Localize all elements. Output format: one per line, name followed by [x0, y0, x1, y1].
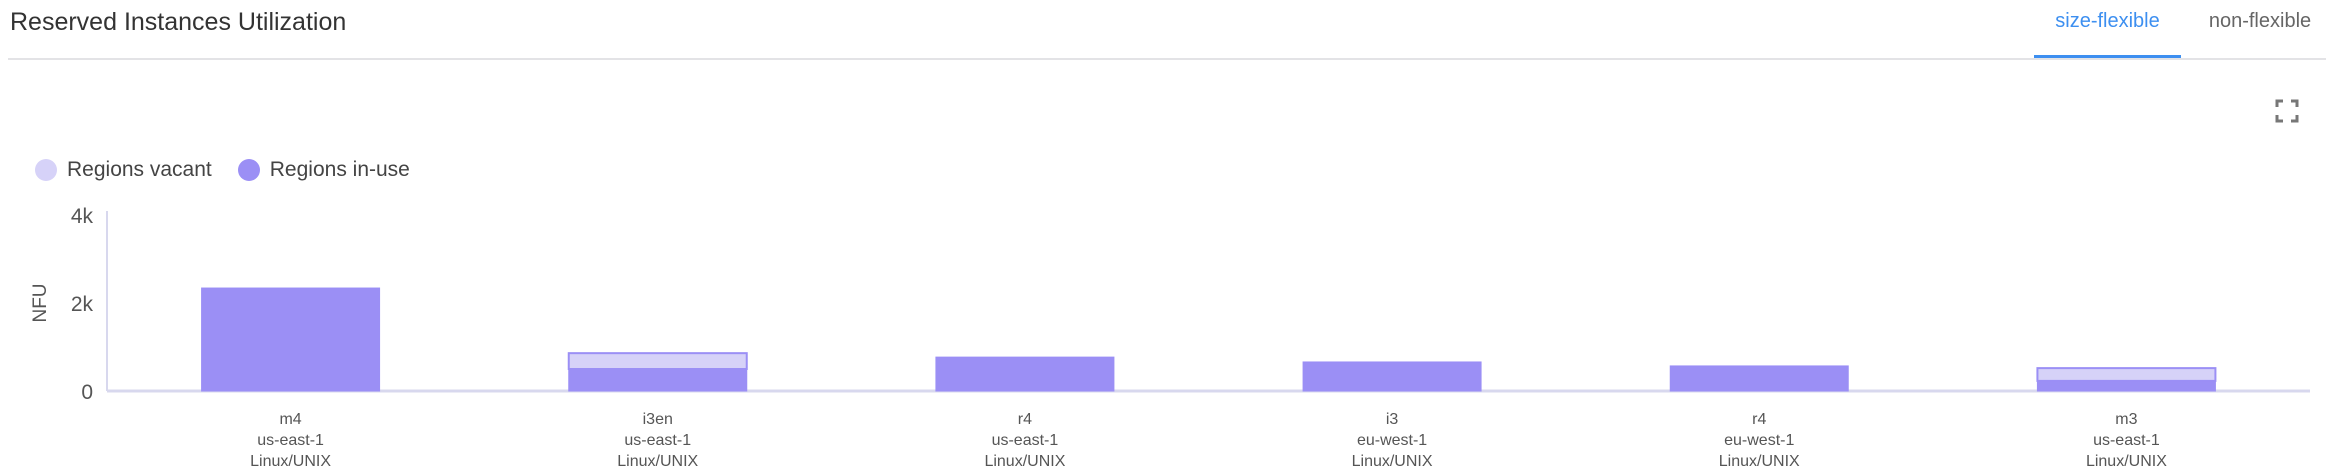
- y-axis-label: NFU: [30, 283, 51, 322]
- bar-in-use: [2036, 380, 2216, 392]
- x-tick-label: eu-west-1: [1724, 432, 1794, 449]
- bar-vacant: [567, 352, 748, 371]
- x-tick-label: us-east-1: [257, 432, 324, 449]
- tab-size-flexible[interactable]: size-flexible: [2034, 8, 2181, 58]
- x-tick-label: r4: [1752, 411, 1766, 428]
- legend-swatch-in-use: [237, 159, 260, 181]
- x-tick-label: Linux/UNIX: [984, 453, 1065, 470]
- y-tick-label: 2k: [71, 293, 94, 316]
- x-tick-label: Linux/UNIX: [250, 453, 331, 470]
- legend-item-in-use[interactable]: Regions in-use: [237, 158, 410, 182]
- legend-label-in-use: Regions in-use: [269, 158, 410, 181]
- fullscreen-icon[interactable]: [2275, 99, 2299, 123]
- x-tick-label: Linux/UNIX: [1719, 453, 1800, 470]
- x-tick-label: i3en: [643, 411, 673, 428]
- x-tick-label: us-east-1: [624, 432, 691, 449]
- bar-in-use: [568, 368, 748, 392]
- x-tick-label: m3: [2115, 411, 2137, 428]
- x-tick-label: Linux/UNIX: [1352, 453, 1433, 470]
- legend-item-vacant[interactable]: Regions vacant: [35, 158, 212, 182]
- tab-non-flexible[interactable]: non-flexible: [2208, 10, 2312, 32]
- x-tick-label: m4: [279, 411, 301, 428]
- legend-label-vacant: Regions vacant: [67, 158, 212, 181]
- bar-in-use: [1302, 361, 1482, 392]
- chart-legend: Regions vacant Regions in-use: [35, 158, 436, 182]
- x-tick-label: us-east-1: [2093, 432, 2160, 449]
- bar-vacant: [2036, 367, 2217, 382]
- y-tick-label: 4k: [71, 205, 94, 228]
- bar-in-use: [1669, 365, 1849, 392]
- x-tick-label: i3: [1386, 411, 1399, 428]
- y-tick-label: 0: [81, 381, 93, 404]
- x-tick-label: Linux/UNIX: [617, 453, 698, 470]
- x-tick-label: r4: [1018, 411, 1032, 428]
- x-tick-label: Linux/UNIX: [2086, 453, 2167, 470]
- legend-swatch-vacant: [35, 159, 57, 181]
- bar-in-use: [201, 287, 381, 392]
- page-title: Reserved Instances Utilization: [10, 8, 347, 36]
- header-divider: [8, 58, 2326, 60]
- x-tick-label: eu-west-1: [1357, 432, 1427, 449]
- x-tick-label: us-east-1: [992, 432, 1059, 449]
- bar-in-use: [935, 356, 1115, 392]
